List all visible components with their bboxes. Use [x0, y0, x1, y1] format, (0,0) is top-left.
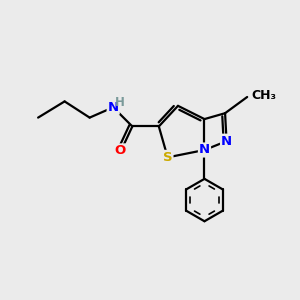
Text: CH₃: CH₃ [252, 89, 277, 102]
Text: N: N [199, 143, 210, 157]
Text: O: O [114, 144, 125, 158]
Text: N: N [108, 101, 119, 114]
Text: N: N [221, 135, 232, 148]
Text: S: S [163, 151, 172, 164]
Text: H: H [115, 95, 124, 109]
